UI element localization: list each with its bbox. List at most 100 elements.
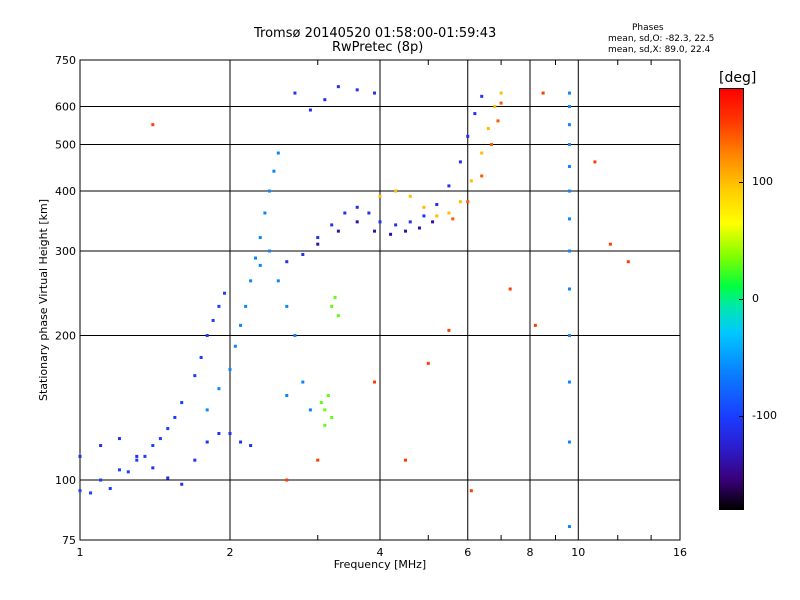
data-point (249, 444, 253, 448)
y-tick-label: 100 (55, 474, 76, 487)
data-point (316, 458, 320, 462)
data-point (447, 211, 451, 215)
data-point (480, 174, 484, 178)
data-point (593, 160, 597, 164)
data-point (447, 184, 451, 188)
data-point (173, 415, 177, 419)
colorbar-tick-mark (739, 181, 744, 183)
o-mode-stats: mean, sd,O: -82.3, 22.5 (608, 34, 715, 44)
data-point (78, 489, 82, 493)
data-point (99, 478, 103, 482)
data-point (285, 260, 289, 264)
data-point (408, 220, 412, 224)
data-point (166, 427, 170, 431)
data-point (117, 437, 121, 441)
data-point (435, 202, 439, 206)
data-point (193, 374, 197, 378)
data-point (378, 220, 382, 224)
y-tick-label: 200 (55, 330, 76, 343)
data-point (451, 217, 455, 221)
data-point (223, 291, 227, 295)
x-tick-label: 16 (673, 546, 687, 559)
data-point (239, 440, 243, 444)
y-tick-label: 75 (62, 534, 76, 547)
x-mode-stats: mean, sd,X: 89.0, 22.4 (608, 45, 711, 55)
data-point (151, 444, 155, 448)
y-tick-label: 500 (55, 139, 76, 152)
data-point (199, 355, 203, 359)
data-point (126, 470, 130, 474)
data-point (480, 94, 484, 98)
data-point (180, 482, 184, 486)
data-point (466, 134, 470, 138)
y-tick-label: 300 (55, 245, 76, 258)
y-axis-label: Stationary phase Virtual Height [km] (37, 199, 50, 401)
data-point (211, 318, 215, 322)
x-tick-label: 2 (227, 546, 234, 559)
data-point (217, 387, 221, 391)
data-point (233, 344, 237, 348)
data-point (217, 304, 221, 308)
data-point (422, 205, 426, 209)
data-point (378, 194, 382, 198)
data-point (323, 408, 327, 412)
data-point (308, 108, 312, 112)
data-point (316, 242, 320, 246)
data-point (499, 91, 503, 95)
data-point (205, 440, 209, 444)
data-point (408, 194, 412, 198)
x-axis-label: Frequency [MHz] (334, 558, 426, 571)
data-point (276, 279, 280, 283)
data-point (533, 323, 537, 327)
x-tick-label: 8 (527, 546, 534, 559)
data-point (180, 401, 184, 405)
data-point (258, 263, 262, 267)
data-point (323, 423, 327, 427)
data-point (567, 123, 571, 127)
x-tick-label: 6 (464, 546, 471, 559)
data-point (78, 454, 82, 458)
data-point (458, 160, 462, 164)
data-point (490, 143, 494, 147)
data-point (135, 454, 139, 458)
data-point (355, 205, 359, 209)
data-point (193, 458, 197, 462)
data-point (244, 304, 248, 308)
data-point (567, 105, 571, 109)
data-point (99, 444, 103, 448)
data-point (205, 408, 209, 412)
data-point (158, 437, 162, 441)
data-point (308, 408, 312, 412)
data-point (267, 189, 271, 193)
data-point (567, 189, 571, 193)
colorbar-tick-mark (739, 416, 744, 418)
data-point (151, 466, 155, 470)
data-point (336, 229, 340, 233)
data-point (249, 279, 253, 283)
data-point (541, 91, 545, 95)
data-point (403, 458, 407, 462)
data-point (608, 242, 612, 246)
data-point (89, 491, 93, 495)
data-point (239, 323, 243, 327)
colorbar-tick-mark (739, 299, 744, 300)
data-point (567, 91, 571, 95)
data-point (276, 151, 280, 155)
data-point (567, 380, 571, 384)
data-point (301, 253, 305, 257)
data-point (486, 126, 490, 130)
data-point (567, 334, 571, 338)
data-point (272, 169, 276, 173)
data-point (567, 249, 571, 253)
chart-title: Tromsø 20140520 01:58:00-01:59:43 (254, 26, 497, 41)
data-point (263, 211, 267, 215)
data-point (333, 296, 337, 300)
data-point (330, 304, 334, 308)
colorbar-tick-label: -100 (752, 409, 777, 423)
data-point (319, 401, 323, 405)
data-point (499, 101, 503, 105)
data-point (143, 454, 147, 458)
data-point (417, 226, 421, 230)
data-point (469, 489, 473, 493)
